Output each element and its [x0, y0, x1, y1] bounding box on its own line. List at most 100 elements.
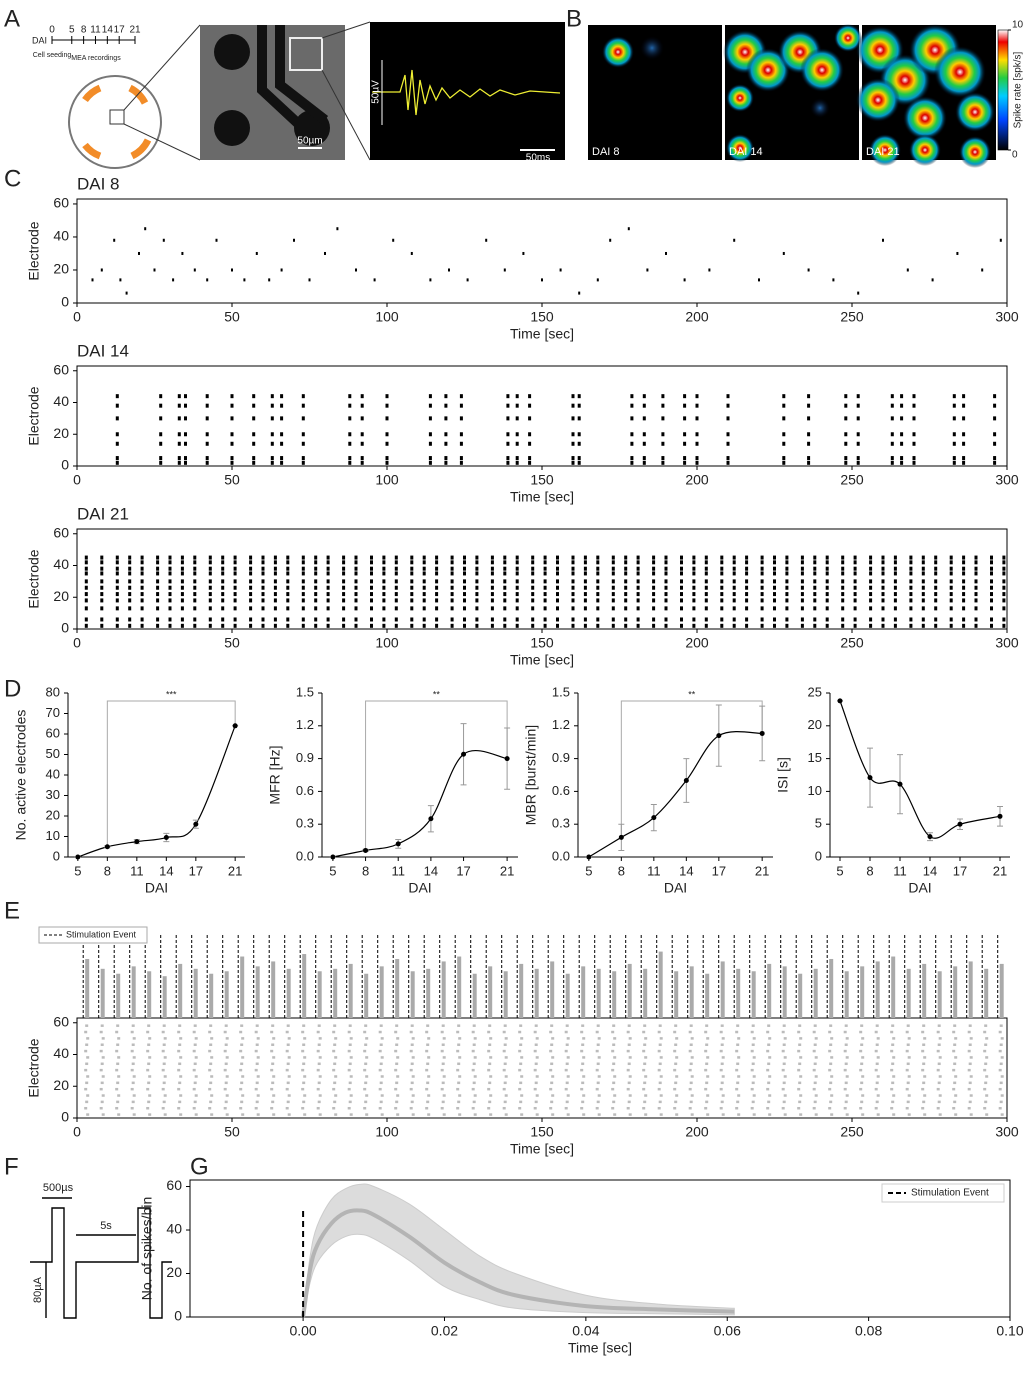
spike-burst — [490, 579, 494, 584]
data-point — [759, 730, 765, 736]
evoked-spikes — [596, 1043, 600, 1046]
evoked-spikes — [582, 1113, 586, 1116]
evoked-spikes — [923, 1056, 927, 1059]
spike-burst — [869, 598, 873, 603]
spike-burst — [962, 571, 966, 576]
spike-burst — [577, 403, 581, 408]
spike-burst — [410, 617, 414, 622]
spike-burst — [205, 432, 209, 437]
spike-burst — [382, 606, 386, 611]
evoked-spikes — [550, 1081, 554, 1085]
spike-burst — [664, 555, 668, 560]
evoked-spikes — [240, 1100, 244, 1104]
response-bar — [410, 971, 415, 1018]
spike-burst — [233, 598, 237, 603]
spike-burst — [273, 571, 277, 576]
spike-burst — [934, 560, 938, 565]
evoked-spikes — [566, 1075, 570, 1078]
spike-burst — [159, 432, 163, 437]
evoked-spikes — [131, 1100, 135, 1104]
spike-burst — [934, 623, 938, 628]
spike-burst — [394, 560, 398, 565]
evoked-spikes — [860, 1081, 864, 1085]
spike-burst — [853, 571, 857, 576]
spike-burst — [422, 598, 426, 603]
evoked-spikes — [317, 1043, 321, 1046]
spike-burst — [428, 394, 432, 399]
spike-burst — [261, 623, 265, 628]
response-bar — [565, 973, 570, 1018]
evoked-spikes — [844, 1024, 848, 1027]
evoked-spikes — [566, 1113, 570, 1116]
evoked-spikes — [378, 1106, 382, 1110]
y-tick-label: 0 — [61, 1109, 69, 1125]
spike-burst — [208, 560, 212, 565]
spike-burst — [962, 598, 966, 603]
response-bar — [162, 976, 167, 1018]
spike-burst — [825, 592, 829, 597]
spike-burst — [528, 394, 532, 399]
spike-burst — [664, 598, 668, 603]
spike-burst — [463, 617, 466, 622]
spike-burst — [382, 585, 386, 590]
evoked-spikes — [271, 1043, 275, 1046]
spike-burst — [528, 456, 532, 461]
spike-burst — [760, 623, 764, 628]
spike-burst — [180, 598, 184, 603]
spike-burst — [720, 617, 724, 622]
evoked-spikes — [472, 1062, 476, 1066]
spike-burst — [624, 571, 628, 576]
evoked-spikes — [488, 1062, 492, 1066]
evoked-spikes — [829, 1062, 833, 1066]
spike-burst — [577, 432, 581, 437]
evoked-spikes — [581, 1043, 585, 1046]
x-tick-label: 250 — [840, 635, 864, 651]
trend-line — [588, 731, 763, 858]
spike-burst — [261, 555, 265, 560]
evoked-spikes — [843, 1087, 847, 1091]
spike-burst — [128, 606, 132, 611]
spike-burst — [515, 560, 519, 565]
evoked-spikes — [550, 1043, 554, 1046]
evoked-spikes — [998, 1068, 1002, 1072]
spike-burst — [382, 579, 386, 584]
spike-burst — [252, 403, 256, 408]
spike-burst — [773, 606, 776, 611]
spike-burst — [813, 598, 817, 603]
spike — [308, 278, 311, 282]
evoked-spikes — [425, 1068, 429, 1072]
spike-burst — [208, 585, 212, 590]
spike-burst — [435, 560, 439, 565]
evoked-spikes — [101, 1113, 105, 1116]
spike-burst — [611, 606, 615, 611]
spike-burst — [825, 566, 829, 571]
spike-burst — [435, 585, 439, 590]
evoked-spikes — [409, 1087, 413, 1091]
spike-burst — [370, 571, 373, 576]
spike-burst — [394, 598, 398, 603]
evoked-spikes — [906, 1024, 910, 1027]
plot-frame — [76, 1017, 1008, 1119]
data-point — [232, 723, 238, 729]
evoked-spikes — [967, 1030, 971, 1034]
spike-burst — [893, 566, 897, 571]
evoked-spikes — [782, 1081, 786, 1085]
spike-burst — [807, 416, 811, 421]
evoked-spikes — [425, 1106, 429, 1110]
evoked-spikes — [179, 1075, 183, 1078]
spike-burst — [286, 598, 290, 603]
spike-burst — [354, 579, 358, 584]
evoked-spikes — [658, 1043, 662, 1046]
evoked-spikes — [349, 1037, 353, 1040]
x-tick-label: 14 — [679, 863, 693, 878]
evoked-spikes — [533, 1068, 537, 1072]
spike-burst — [571, 432, 575, 437]
evoked-spikes — [953, 1081, 957, 1085]
evoked-spikes — [737, 1113, 741, 1116]
evoked-spikes — [999, 1062, 1003, 1066]
evoked-spikes — [923, 1113, 927, 1116]
